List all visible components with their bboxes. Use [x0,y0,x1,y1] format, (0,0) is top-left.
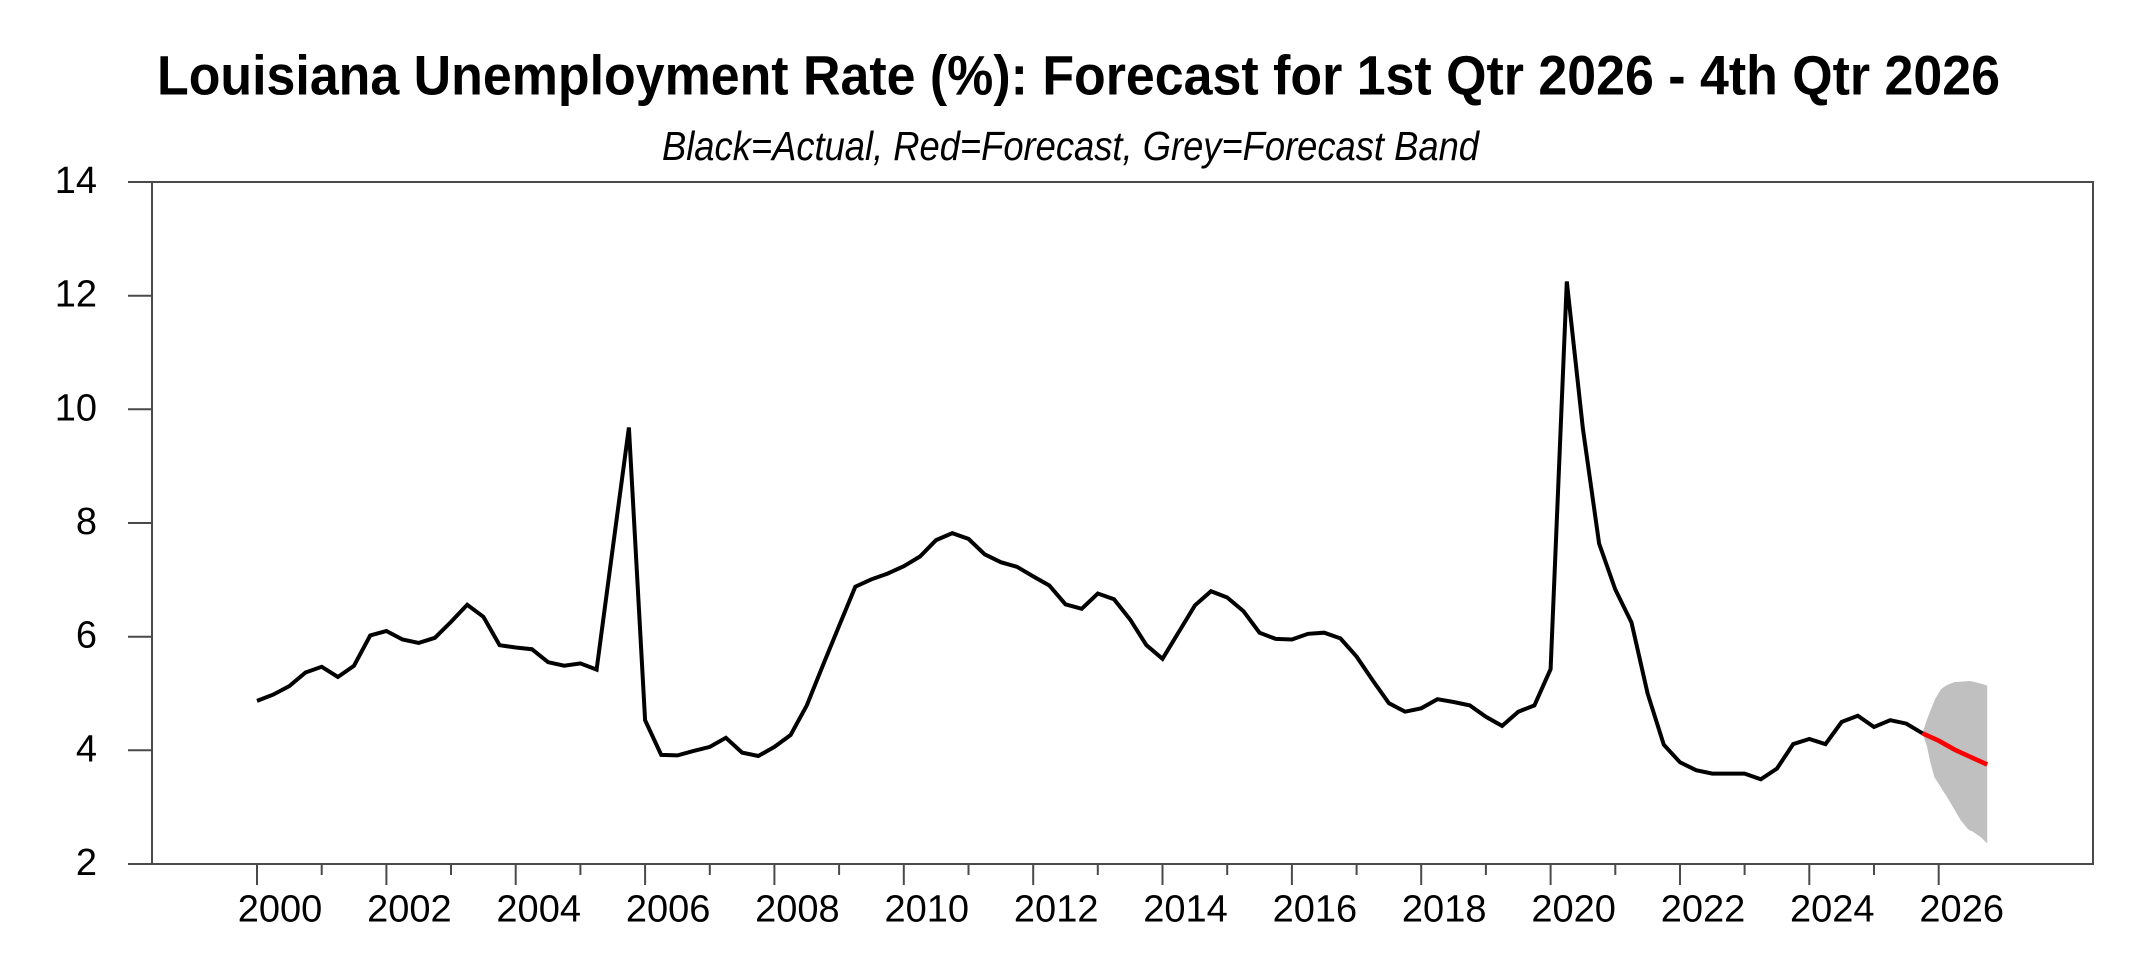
svg-text:2016: 2016 [1273,889,1358,931]
svg-text:2004: 2004 [496,889,581,931]
svg-text:2012: 2012 [1014,889,1099,931]
svg-text:2: 2 [76,842,97,884]
svg-text:2006: 2006 [626,889,711,931]
svg-text:2026: 2026 [1919,889,2004,931]
svg-text:10: 10 [55,387,97,429]
svg-text:2024: 2024 [1790,889,1875,931]
svg-text:2022: 2022 [1661,889,1746,931]
svg-text:2008: 2008 [755,889,840,931]
svg-text:Louisiana Unemployment Rate (%: Louisiana Unemployment Rate (%): Forecas… [157,44,2000,107]
svg-text:2002: 2002 [367,889,452,931]
svg-text:14: 14 [55,160,97,202]
svg-text:2010: 2010 [885,889,970,931]
svg-text:4: 4 [76,728,97,770]
svg-text:Black=Actual, Red=Forecast, Gr: Black=Actual, Red=Forecast, Grey=Forecas… [662,123,1480,169]
svg-text:12: 12 [55,274,97,316]
svg-text:2000: 2000 [238,889,323,931]
svg-text:2020: 2020 [1531,889,1616,931]
svg-text:6: 6 [76,615,97,657]
svg-text:2014: 2014 [1143,889,1228,931]
svg-text:8: 8 [76,501,97,543]
svg-text:2018: 2018 [1402,889,1487,931]
